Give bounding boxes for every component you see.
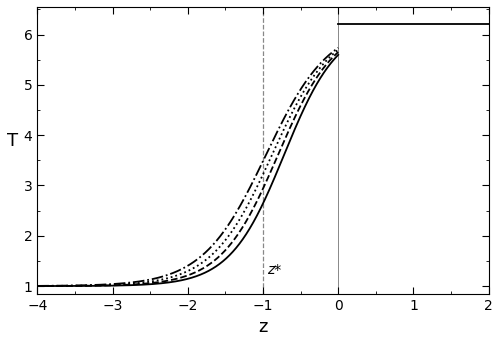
X-axis label: z: z (258, 318, 268, 336)
Y-axis label: T: T (7, 132, 18, 150)
Text: z*: z* (268, 263, 282, 277)
